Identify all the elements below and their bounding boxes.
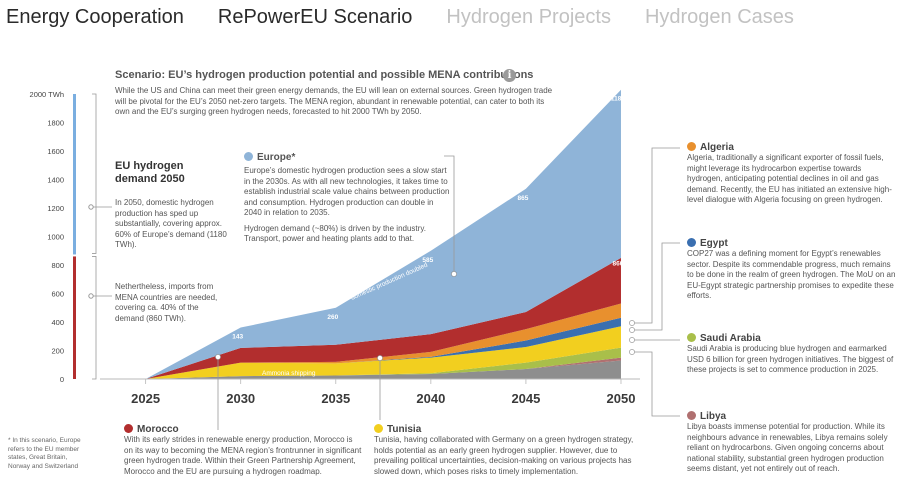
egypt-name: Egypt xyxy=(700,238,728,249)
series-area-saudi-arabia xyxy=(145,347,621,379)
saudi-text: Saudi Arabia is producing blue hydrogen … xyxy=(687,344,894,374)
europe-text-1: Europe’s domestic hydrogen production se… xyxy=(244,166,450,217)
y-tick-label: 600 xyxy=(51,290,64,299)
saudi-name: Saudi Arabia xyxy=(700,333,761,344)
intro-text: While the US and China can meet their gr… xyxy=(115,86,553,116)
europe-dot-icon xyxy=(244,152,253,161)
libya-dot-icon xyxy=(687,411,696,420)
libya-leader-dot xyxy=(629,349,635,355)
mena-bracket xyxy=(92,256,97,380)
tab-energy-cooperation[interactable]: Energy Cooperation xyxy=(6,6,184,28)
libya-leader-line xyxy=(632,351,680,417)
morocco-title: Morocco xyxy=(124,424,362,435)
egypt-leader-line xyxy=(632,242,680,331)
libya-text: Libya boasts immense potential for produ… xyxy=(687,422,888,473)
info-icon[interactable]: i xyxy=(503,69,516,82)
series-area-morocco xyxy=(145,257,621,379)
morocco-dot-icon xyxy=(124,424,133,433)
europe-bracket xyxy=(92,93,97,254)
data-label: 860 xyxy=(613,260,624,267)
morocco-block: Morocco With its early strides in renewa… xyxy=(124,424,362,477)
saudi-title: Saudi Arabia xyxy=(687,333,899,344)
y-tick-label: 1200 xyxy=(47,204,64,213)
tunisia-leader-dot xyxy=(377,355,383,361)
y-tick-label: 1400 xyxy=(47,176,64,185)
algeria-name: Algeria xyxy=(700,142,734,153)
tab-hydrogen-cases[interactable]: Hydrogen Cases xyxy=(644,6,794,28)
data-label: 865 xyxy=(517,195,528,202)
series-area-ammonia-shipping xyxy=(145,360,621,379)
y-tick-label: 400 xyxy=(51,318,64,327)
chart-heading: Scenario: EU’s hydrogen production poten… xyxy=(115,69,534,81)
europe-label: Europe* xyxy=(244,152,295,163)
morocco-name: Morocco xyxy=(137,424,179,435)
algeria-text: Algeria, traditionally a significant exp… xyxy=(687,153,892,204)
eu-domestic-text: In 2050, domestic hydrogen production ha… xyxy=(115,198,227,249)
europe-label-text: Europe* xyxy=(257,152,296,163)
y-tick-label: 2000 TWh xyxy=(30,90,64,99)
y-tick-label: 800 xyxy=(51,261,64,270)
mena-leader-dot xyxy=(88,293,94,299)
libya-block: Libya Libya boasts immense potential for… xyxy=(687,411,899,475)
series-area-tunisia xyxy=(145,326,621,379)
tunisia-title: Tunisia xyxy=(374,424,638,435)
algeria-leader-dot xyxy=(629,320,635,326)
saudi-block: Saudi Arabia Saudi Arabia is producing b… xyxy=(687,333,899,376)
mena-demand-bar xyxy=(73,256,76,379)
algeria-title: Algeria xyxy=(687,142,899,153)
tunisia-text: Tunisia, having collaborated with German… xyxy=(374,435,634,476)
tab-bar: Energy Cooperation RePowerEU Scenario Hy… xyxy=(6,6,828,38)
algeria-dot-icon xyxy=(687,142,696,151)
egypt-leader-dot xyxy=(629,327,635,333)
tunisia-name: Tunisia xyxy=(387,424,422,435)
x-tick-label: 2050 xyxy=(607,391,636,406)
egypt-text: COP27 was a defining moment for Egypt’s … xyxy=(687,249,896,300)
algeria-block: Algeria Algeria, traditionally a signifi… xyxy=(687,142,899,206)
tab-hydrogen-projects[interactable]: Hydrogen Projects xyxy=(446,6,611,28)
ammonia-label: Ammonia shipping xyxy=(262,370,316,377)
morocco-leader-dot xyxy=(215,354,221,360)
series-area-europe xyxy=(145,89,621,379)
y-tick-label: 200 xyxy=(51,347,64,356)
data-label: 1180 xyxy=(611,96,625,103)
eu-demand-title: EU hydrogen demand 2050 xyxy=(115,160,185,185)
saudi-dot-icon xyxy=(687,333,696,342)
y-tick-label: 0 xyxy=(60,375,64,384)
data-label: 143 xyxy=(232,334,243,341)
x-tick-label: 2045 xyxy=(511,391,540,406)
europe-text-2: Hydrogen demand (~80%) is driven by the … xyxy=(244,223,426,244)
footnote: * In this scenario, Europe refers to the… xyxy=(8,437,81,470)
europe-leader-line xyxy=(444,155,455,274)
x-tick-label: 2040 xyxy=(416,391,445,406)
tab-repowereu-scenario[interactable]: RePowerEU Scenario xyxy=(217,6,413,28)
eu-imports-text: Nethertheless, imports from MENA countri… xyxy=(115,282,218,323)
data-label: 260 xyxy=(327,314,338,321)
data-label: 585 xyxy=(422,257,433,264)
x-tick-label: 2035 xyxy=(321,391,350,406)
libya-title: Libya xyxy=(687,411,899,422)
libya-name: Libya xyxy=(700,411,727,422)
saudi-leader-dot xyxy=(629,337,635,343)
morocco-text: With its early strides in renewable ener… xyxy=(124,435,362,476)
europe-leader-dot xyxy=(451,271,457,277)
europe-leader-dot xyxy=(88,204,94,210)
europe-demand-bar xyxy=(73,94,76,255)
y-tick-label: 1800 xyxy=(47,119,64,128)
algeria-leader-line xyxy=(632,147,680,324)
x-tick-label: 2025 xyxy=(131,391,160,406)
egypt-title: Egypt xyxy=(687,238,899,249)
egypt-dot-icon xyxy=(687,238,696,247)
y-tick-label: 1000 xyxy=(47,233,64,242)
tunisia-dot-icon xyxy=(374,424,383,433)
europe-text: Europe’s domestic hydrogen production se… xyxy=(244,166,452,245)
tunisia-block: Tunisia Tunisia, having collaborated wit… xyxy=(374,424,638,477)
egypt-block: Egypt COP27 was a defining moment for Eg… xyxy=(687,238,899,302)
x-tick-label: 2030 xyxy=(226,391,255,406)
y-tick-label: 1600 xyxy=(47,147,64,156)
